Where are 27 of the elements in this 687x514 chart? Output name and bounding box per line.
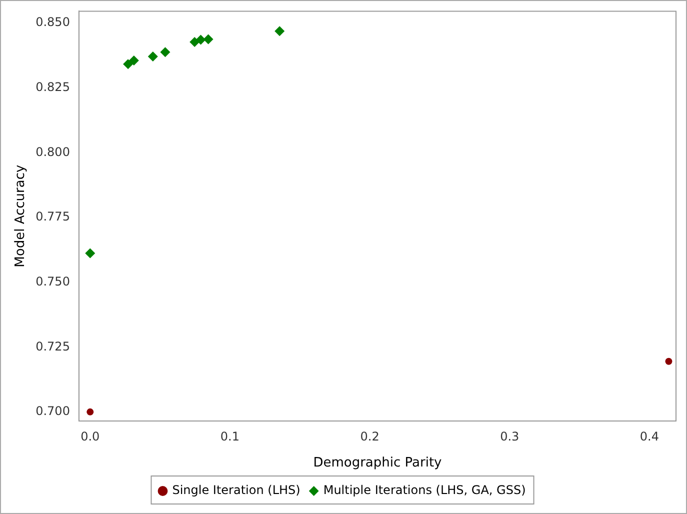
y-axis-title: Model Accuracy: [13, 164, 28, 268]
point: [128, 55, 139, 66]
y-tick-label: 0.825: [36, 80, 70, 94]
x-axis-title: Demographic Parity: [313, 456, 442, 471]
point: [190, 37, 200, 48]
point: [665, 358, 672, 365]
y-tick-label: 0.725: [36, 339, 70, 354]
x-tick-label: 0.4: [640, 429, 659, 444]
point: [203, 34, 214, 44]
point: [160, 47, 170, 58]
legend-label: Single Iteration (LHS): [172, 483, 300, 498]
y-tick-label: 0.850: [36, 15, 70, 30]
x-tick-label: 0.1: [220, 429, 240, 444]
y-tick-label: 0.775: [36, 210, 70, 224]
point: [86, 408, 94, 416]
legend-label: Multiple Iterations (LHS, GA, GSS): [323, 483, 526, 498]
y-tick-label: 0.800: [36, 144, 70, 159]
y-tick-label: 0.750: [36, 274, 70, 288]
x-tick-label: 0.0: [80, 429, 100, 444]
point: [148, 52, 158, 62]
point: [274, 26, 285, 36]
point: [85, 248, 96, 258]
x-tick-label: 0.2: [360, 429, 380, 444]
point: [196, 34, 206, 45]
point: [123, 59, 134, 70]
x-tick-label: 0.3: [500, 429, 520, 444]
y-tick-label: 0.700: [36, 404, 70, 418]
